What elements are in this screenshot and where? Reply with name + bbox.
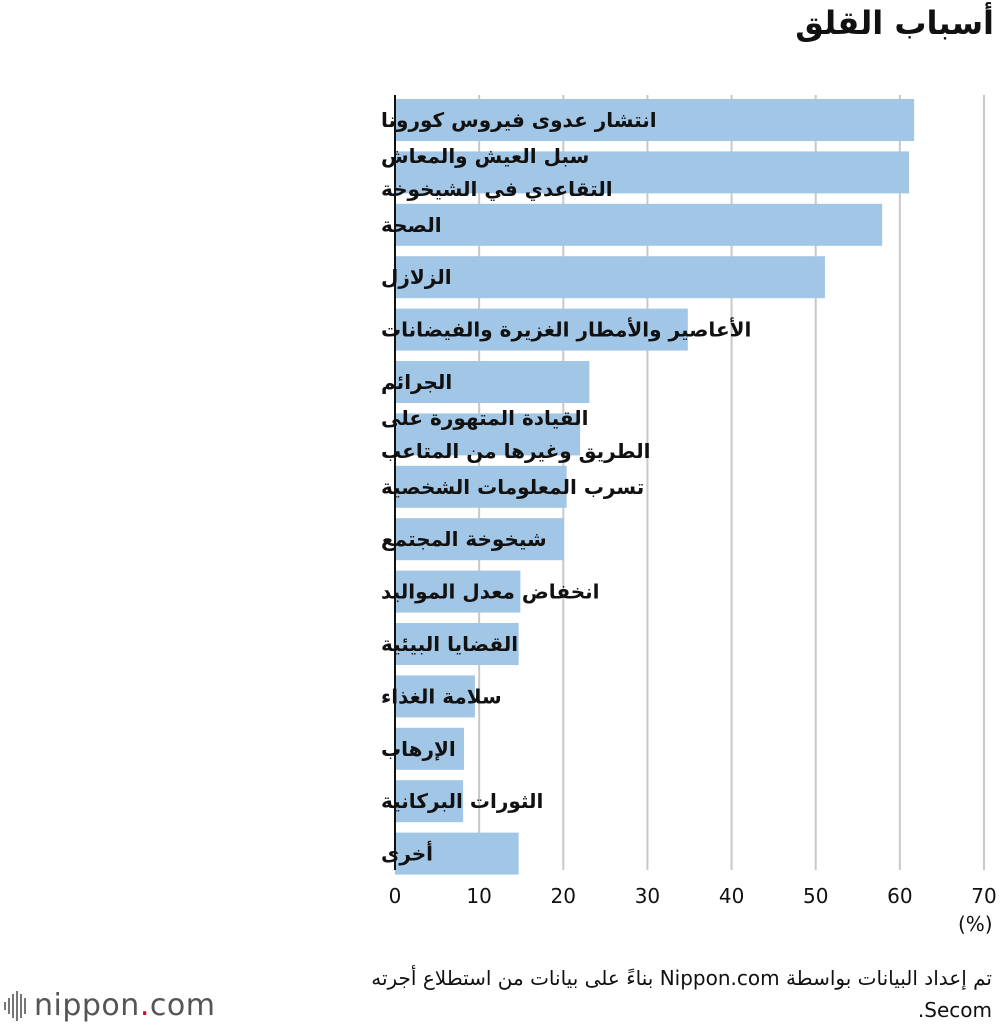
bar — [395, 256, 825, 299]
source-note: تم إعداد البيانات بواسطة Nippon.com بناء… — [371, 966, 992, 1022]
logo-dot: . — [139, 988, 150, 1023]
bar — [395, 675, 475, 718]
category-label: شيخوخة المجتمع — [381, 527, 547, 551]
tick-labels: 0 10 20 30 40 50 60 70 — [389, 884, 997, 908]
bar — [395, 413, 581, 456]
bar — [395, 727, 464, 770]
category-label: القيادة المتهورة على — [381, 406, 589, 430]
bar — [395, 780, 464, 823]
logo-suffix: com — [149, 988, 216, 1023]
bar — [395, 465, 567, 508]
bars — [395, 99, 915, 875]
category-label: الإرهاب — [381, 737, 456, 761]
nippon-logo[interactable]: nippon.com — [4, 988, 215, 1023]
x-tick-label: 20 — [551, 884, 576, 908]
chart-title: أسباب القلق — [795, 4, 994, 42]
bar — [395, 203, 883, 246]
bar — [395, 361, 590, 403]
x-tick-label: 40 — [719, 884, 744, 908]
x-tick-label: 0 — [389, 884, 402, 908]
category-label: الأعاصير والأمطار الغزيرة والفيضانات — [381, 317, 751, 342]
bar — [395, 151, 910, 194]
category-label: الطريق وغيرها من المتاعب — [381, 439, 650, 463]
category-label: تسرب المعلومات الشخصية — [381, 475, 644, 499]
logo-wordmark: nippon.com — [34, 988, 215, 1023]
category-label: الصحة — [381, 213, 442, 237]
bar — [395, 518, 565, 561]
category-label: انتشار عدوى فيروس كورونا — [381, 108, 657, 132]
bar — [395, 308, 688, 351]
bar-chart: انتشار عدوى فيروس كورونا سبل العيش والمعا… — [381, 95, 997, 908]
bar — [395, 832, 519, 875]
x-tick-label: 10 — [466, 884, 491, 908]
logo-name: nippon — [34, 988, 140, 1023]
bar — [395, 623, 519, 665]
x-tick-label: 60 — [887, 884, 912, 908]
x-tick-label: 70 — [971, 884, 996, 908]
category-label: سبل العيش والمعاش — [381, 144, 589, 168]
category-label: الزلازل — [381, 265, 452, 289]
category-label: الثورات البركانية — [381, 789, 543, 813]
logo-mark-icon — [4, 990, 26, 1021]
category-labels: انتشار عدوى فيروس كورونا سبل العيش والمعا… — [381, 108, 751, 866]
category-label: الجرائم — [381, 370, 452, 394]
category-label: انخفاض معدل المواليد — [381, 580, 600, 604]
category-label: أخرى — [381, 840, 433, 866]
x-tick-label: 30 — [635, 884, 660, 908]
category-label: القضايا البيئية — [381, 632, 518, 656]
bar — [395, 570, 521, 613]
x-tick-label: 50 — [803, 884, 828, 908]
category-label: سلامة الغذاء — [381, 684, 502, 708]
bar — [395, 99, 915, 141]
unit-label: (%) — [958, 912, 993, 936]
category-label: التقاعدي في الشيخوخة — [381, 177, 613, 202]
